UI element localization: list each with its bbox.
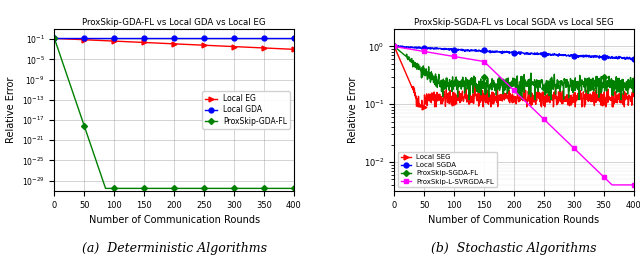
Local EG <box>287 48 295 51</box>
Local GDA <box>86 37 93 40</box>
Local GDA <box>83 37 90 40</box>
Local SEG <box>628 95 636 98</box>
ProxSkip-GDA-FL <box>290 187 298 190</box>
Local GDA <box>287 37 295 40</box>
ProxSkip-L-SVRGDA-FL <box>423 50 431 54</box>
ProxSkip-L-SVRGDA-FL <box>390 45 398 48</box>
Legend: Local EG, Local GDA, ProxSkip-GDA-FL: Local EG, Local GDA, ProxSkip-GDA-FL <box>202 91 290 129</box>
ProxSkip-SGDA-FL <box>454 83 461 87</box>
Line: ProxSkip-GDA-FL: ProxSkip-GDA-FL <box>52 36 296 191</box>
Local GDA <box>114 37 122 40</box>
Local EG <box>290 48 298 51</box>
Local SEG <box>423 95 431 98</box>
Text: (b)  Stochastic Algorithms: (b) Stochastic Algorithms <box>431 242 596 255</box>
ProxSkip-L-SVRGDA-FL <box>426 51 433 54</box>
Local GDA <box>202 37 210 40</box>
Local SEG <box>390 45 398 48</box>
ProxSkip-SGDA-FL <box>426 77 433 80</box>
Local GDA <box>290 37 298 40</box>
Y-axis label: Relative Error: Relative Error <box>6 77 17 143</box>
Local SGDA <box>454 49 461 52</box>
ProxSkip-GDA-FL <box>51 37 58 40</box>
Line: Local SGDA: Local SGDA <box>392 43 636 63</box>
Local SGDA <box>500 51 508 54</box>
ProxSkip-SGDA-FL <box>500 92 508 95</box>
ProxSkip-L-SVRGDA-FL <box>499 78 507 82</box>
ProxSkip-L-SVRGDA-FL <box>630 183 637 187</box>
ProxSkip-L-SVRGDA-FL <box>628 183 636 187</box>
Local SGDA <box>630 59 637 62</box>
Local SGDA <box>423 47 431 50</box>
ProxSkip-SGDA-FL <box>628 87 636 90</box>
ProxSkip-L-SVRGDA-FL <box>454 55 461 59</box>
ProxSkip-GDA-FL <box>102 187 109 190</box>
Title: ProxSkip-SGDA-FL vs Local SGDA vs Local SEG: ProxSkip-SGDA-FL vs Local SGDA vs Local … <box>414 18 614 27</box>
Title: ProxSkip-GDA-FL vs Local GDA vs Local EG: ProxSkip-GDA-FL vs Local GDA vs Local EG <box>83 18 266 27</box>
Local EG <box>86 38 93 42</box>
ProxSkip-GDA-FL <box>160 187 168 190</box>
Local GDA <box>51 37 58 40</box>
ProxSkip-GDA-FL <box>114 187 122 190</box>
Line: Local EG: Local EG <box>52 36 296 52</box>
Local GDA <box>159 37 167 40</box>
Local SEG <box>542 95 550 98</box>
Local EG <box>114 40 122 43</box>
Line: Local SEG: Local SEG <box>392 44 636 109</box>
Local SGDA <box>426 47 433 50</box>
ProxSkip-SGDA-FL <box>390 45 398 48</box>
Local SEG <box>426 97 433 100</box>
ProxSkip-GDA-FL <box>202 187 210 190</box>
Legend: Local SEG, Local SGDA, ProxSkip-SGDA-FL, ProxSkip-L-SVRGDA-FL: Local SEG, Local SGDA, ProxSkip-SGDA-FL,… <box>397 152 497 187</box>
ProxSkip-L-SVRGDA-FL <box>608 183 616 187</box>
Y-axis label: Relative Error: Relative Error <box>348 77 358 143</box>
Local SEG <box>500 96 508 99</box>
Line: ProxSkip-L-SVRGDA-FL: ProxSkip-L-SVRGDA-FL <box>392 44 636 187</box>
ProxSkip-SGDA-FL <box>423 71 431 74</box>
Local SGDA <box>390 45 398 48</box>
ProxSkip-SGDA-FL <box>630 78 637 82</box>
ProxSkip-GDA-FL <box>288 187 296 190</box>
Text: (a)  Deterministic Algorithms: (a) Deterministic Algorithms <box>81 242 267 255</box>
Local EG <box>51 37 58 40</box>
Local SGDA <box>542 53 550 56</box>
Local EG <box>202 44 210 47</box>
Local EG <box>159 42 167 45</box>
X-axis label: Number of Communication Rounds: Number of Communication Rounds <box>88 215 260 225</box>
ProxSkip-SGDA-FL <box>465 98 473 101</box>
ProxSkip-L-SVRGDA-FL <box>542 119 550 122</box>
Local SGDA <box>628 57 636 60</box>
Local SGDA <box>630 57 637 60</box>
Line: Local GDA: Local GDA <box>52 36 296 41</box>
Local SGDA <box>395 44 403 47</box>
X-axis label: Number of Communication Rounds: Number of Communication Rounds <box>428 215 600 225</box>
Local EG <box>83 38 90 41</box>
Local SEG <box>454 95 461 98</box>
Local SEG <box>630 92 637 96</box>
ProxSkip-GDA-FL <box>83 131 90 135</box>
Local SEG <box>414 105 422 108</box>
ProxSkip-GDA-FL <box>86 139 93 143</box>
Line: ProxSkip-SGDA-FL: ProxSkip-SGDA-FL <box>392 44 636 102</box>
ProxSkip-SGDA-FL <box>542 87 550 90</box>
